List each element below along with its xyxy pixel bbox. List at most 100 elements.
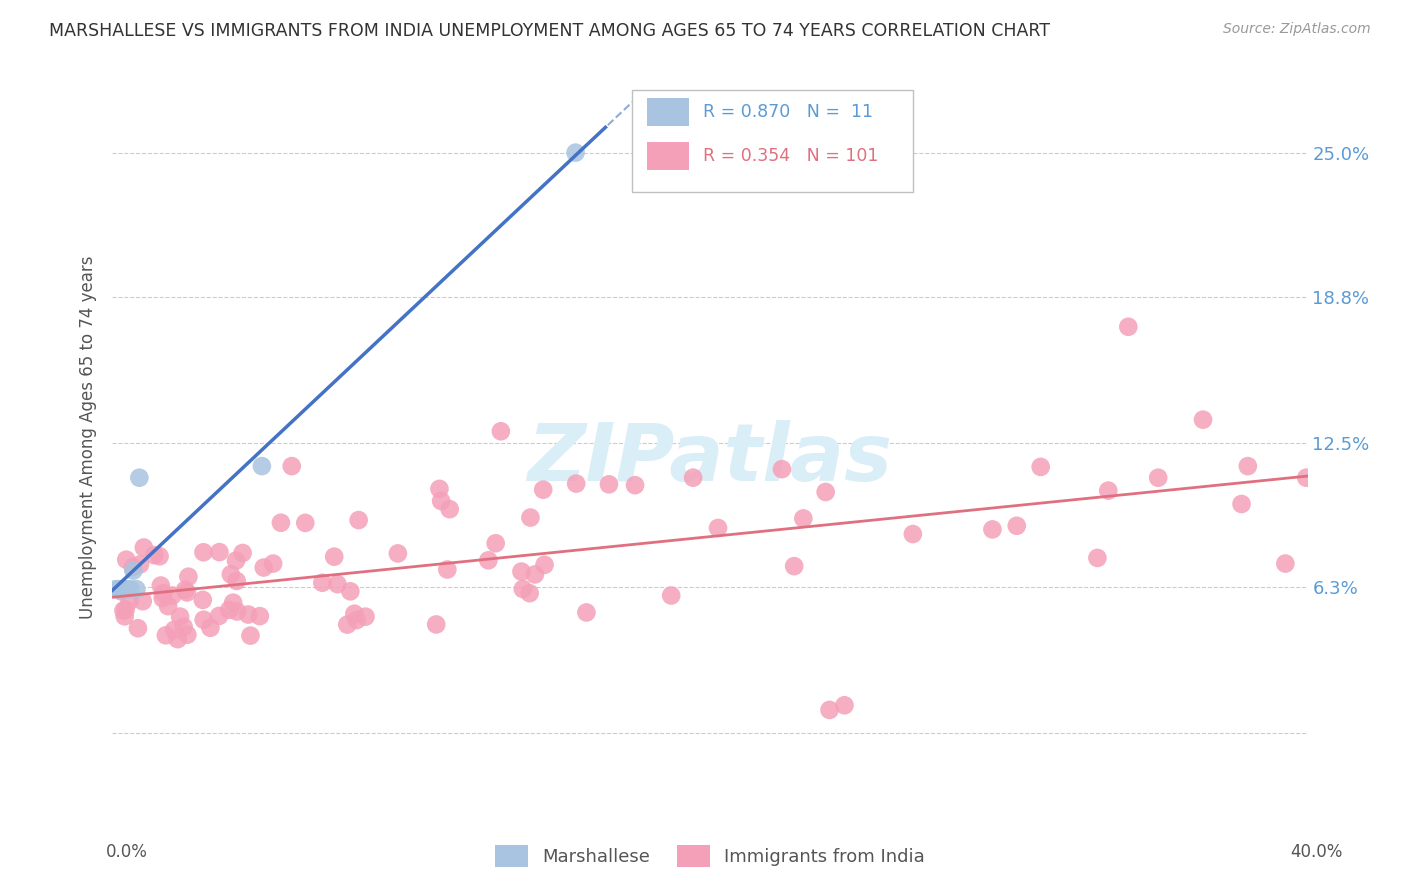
Point — [114, 609, 136, 624]
Point — [193, 545, 215, 559]
Point — [519, 510, 541, 524]
Point — [565, 476, 588, 491]
Point — [510, 565, 533, 579]
Point — [818, 703, 841, 717]
Text: MARSHALLESE VS IMMIGRANTS FROM INDIA UNEMPLOYMENT AMONG AGES 65 TO 74 YEARS CORR: MARSHALLESE VS IMMIGRANTS FROM INDIA UNE… — [49, 22, 1050, 40]
Point — [238, 607, 260, 622]
Point — [814, 485, 837, 500]
Point — [533, 558, 555, 572]
Point — [155, 628, 177, 642]
Point — [430, 494, 453, 508]
Point — [132, 541, 155, 555]
Point — [834, 698, 856, 713]
Point — [112, 604, 135, 618]
Y-axis label: Unemployment Among Ages 65 to 74 years: Unemployment Among Ages 65 to 74 years — [79, 255, 97, 619]
Point — [253, 560, 276, 574]
Point — [132, 594, 155, 608]
Point — [270, 516, 292, 530]
Point — [1147, 471, 1170, 485]
Point — [575, 606, 598, 620]
Point — [218, 603, 240, 617]
Point — [387, 546, 409, 560]
Point — [232, 546, 254, 560]
Point — [1192, 412, 1215, 426]
Point — [981, 523, 1004, 537]
Point — [523, 567, 546, 582]
Point — [208, 608, 231, 623]
Text: 0.0%: 0.0% — [105, 843, 148, 861]
Point — [624, 478, 647, 492]
Point — [117, 582, 139, 597]
Text: R = 0.870   N =  11: R = 0.870 N = 11 — [703, 103, 873, 121]
Point — [163, 623, 186, 637]
Point — [485, 536, 508, 550]
Point — [339, 584, 361, 599]
Point — [127, 621, 149, 635]
Point — [226, 605, 249, 619]
Point — [659, 589, 682, 603]
Point — [115, 552, 138, 566]
Text: 40.0%: 40.0% — [1291, 843, 1343, 861]
Point — [343, 607, 366, 621]
Point — [425, 617, 447, 632]
Point — [1029, 459, 1052, 474]
Point — [148, 549, 170, 564]
Point — [152, 591, 174, 606]
Point — [143, 548, 166, 562]
Point — [901, 527, 924, 541]
Point — [225, 553, 247, 567]
FancyBboxPatch shape — [633, 90, 914, 192]
Point — [166, 632, 188, 647]
Bar — [647, 142, 689, 169]
Point — [249, 609, 271, 624]
Point — [152, 586, 174, 600]
Point — [162, 589, 184, 603]
Text: ZIPatlas: ZIPatlas — [527, 420, 893, 498]
Point — [512, 582, 534, 596]
Point — [564, 145, 586, 160]
Point — [792, 511, 814, 525]
Point — [118, 594, 141, 608]
Point — [477, 553, 499, 567]
Point — [598, 477, 620, 491]
Point — [1097, 483, 1119, 498]
Point — [1295, 471, 1317, 485]
Point — [323, 549, 346, 564]
Point — [1087, 550, 1109, 565]
Point — [707, 521, 730, 535]
Point — [125, 582, 148, 597]
Point — [176, 628, 198, 642]
Legend: Marshallese, Immigrants from India: Marshallese, Immigrants from India — [495, 845, 925, 867]
Point — [174, 582, 197, 597]
Point — [200, 621, 222, 635]
Point — [1274, 557, 1296, 571]
Point — [191, 593, 214, 607]
Point — [436, 562, 458, 576]
Point — [519, 586, 541, 600]
Point — [173, 620, 195, 634]
Point — [783, 559, 806, 574]
Bar — [647, 98, 689, 127]
Text: R = 0.354   N = 101: R = 0.354 N = 101 — [703, 147, 879, 165]
Point — [311, 575, 333, 590]
Point — [250, 459, 273, 474]
Point — [120, 582, 142, 597]
Point — [439, 502, 461, 516]
Point — [281, 459, 304, 474]
Point — [1230, 497, 1253, 511]
Point — [208, 545, 231, 559]
Point — [110, 582, 132, 597]
Point — [110, 584, 132, 599]
Point — [294, 516, 316, 530]
Point — [149, 578, 172, 592]
Point — [326, 577, 349, 591]
Point — [682, 470, 704, 484]
Point — [346, 613, 368, 627]
Point — [114, 582, 135, 597]
Point — [531, 483, 554, 497]
Point — [239, 629, 262, 643]
Point — [122, 564, 145, 578]
Point — [1118, 319, 1140, 334]
Point — [193, 613, 215, 627]
Point — [222, 596, 245, 610]
